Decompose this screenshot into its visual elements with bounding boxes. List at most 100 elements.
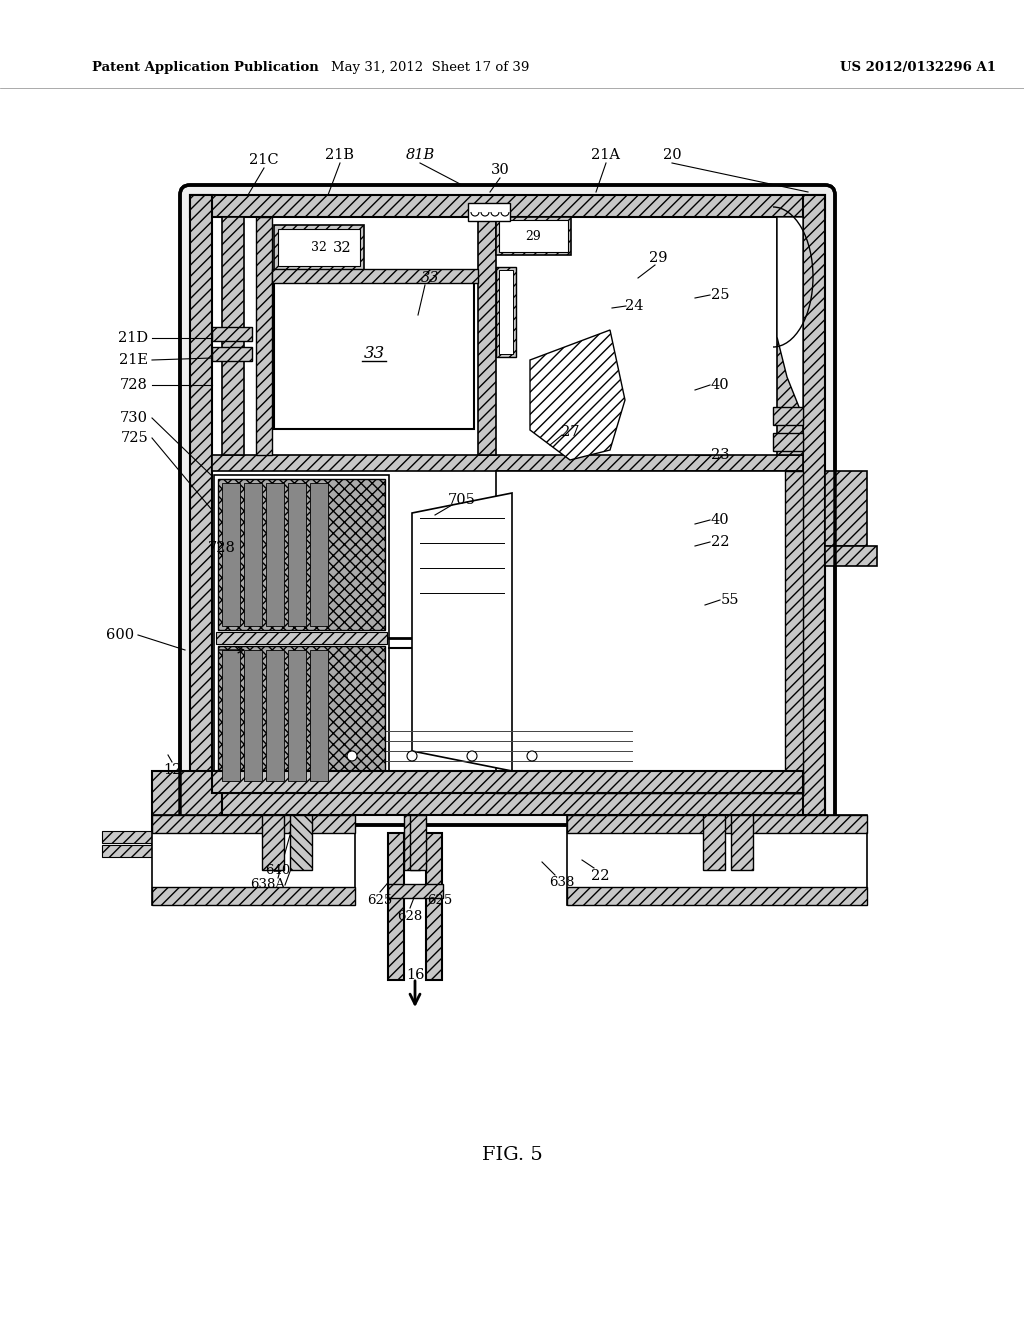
Text: 32: 32 — [311, 242, 327, 253]
Text: 728: 728 — [120, 378, 148, 392]
Bar — [212, 347, 252, 360]
Text: 21C: 21C — [249, 153, 279, 168]
Bar — [310, 649, 328, 781]
Polygon shape — [530, 330, 625, 459]
Bar — [499, 271, 513, 354]
Bar — [310, 483, 328, 626]
Text: Patent Application Publication: Patent Application Publication — [92, 62, 318, 74]
Text: 40: 40 — [711, 378, 729, 392]
Bar — [218, 645, 385, 785]
Circle shape — [467, 751, 477, 762]
Text: 33: 33 — [421, 271, 439, 285]
Bar — [496, 775, 803, 793]
Text: 21D: 21D — [118, 331, 148, 345]
Bar — [496, 216, 571, 255]
Bar — [212, 771, 803, 793]
Text: 638: 638 — [549, 875, 574, 888]
Bar — [478, 216, 496, 455]
Bar — [212, 455, 803, 471]
Bar — [777, 216, 803, 455]
Bar — [274, 277, 474, 429]
Text: 625: 625 — [368, 894, 392, 907]
Text: 725: 725 — [120, 432, 148, 445]
Bar — [773, 407, 803, 425]
Text: 730: 730 — [120, 411, 148, 425]
Text: 640: 640 — [265, 863, 291, 876]
Bar — [102, 845, 154, 857]
Bar — [152, 814, 355, 906]
Polygon shape — [412, 492, 512, 771]
Bar — [222, 649, 240, 781]
Bar — [785, 471, 803, 793]
Bar — [703, 814, 725, 870]
Bar — [290, 814, 312, 870]
Bar — [388, 833, 404, 979]
Bar — [244, 483, 262, 626]
Text: 29: 29 — [649, 251, 668, 265]
Bar — [803, 195, 825, 814]
Text: 21B: 21B — [326, 148, 354, 162]
Bar — [190, 195, 212, 814]
Text: 12: 12 — [163, 763, 181, 777]
Circle shape — [407, 751, 417, 762]
Text: 625: 625 — [427, 894, 453, 907]
Text: 81B: 81B — [406, 148, 434, 162]
Text: FIG. 5: FIG. 5 — [481, 1146, 543, 1164]
Text: May 31, 2012  Sheet 17 of 39: May 31, 2012 Sheet 17 of 39 — [331, 62, 529, 74]
Bar — [288, 649, 306, 781]
Bar — [426, 833, 442, 979]
Bar — [262, 814, 284, 870]
Text: 32: 32 — [333, 242, 351, 255]
Bar — [404, 833, 427, 979]
Bar — [388, 884, 443, 898]
Text: 25: 25 — [711, 288, 729, 302]
Bar — [731, 814, 753, 870]
Bar — [410, 814, 426, 870]
Bar — [216, 632, 387, 644]
Bar — [496, 471, 803, 793]
Text: 40: 40 — [711, 513, 729, 527]
Bar — [218, 479, 385, 630]
Text: 628: 628 — [397, 909, 423, 923]
Polygon shape — [777, 216, 803, 417]
Bar — [244, 649, 262, 781]
Bar — [152, 887, 355, 906]
Bar — [152, 832, 242, 853]
Bar — [102, 832, 154, 843]
Text: 23: 23 — [711, 447, 729, 462]
Bar — [567, 814, 867, 906]
Text: 705: 705 — [449, 492, 476, 507]
Bar — [567, 814, 867, 833]
Bar — [266, 483, 284, 626]
Text: US 2012/0132296 A1: US 2012/0132296 A1 — [840, 62, 996, 74]
Bar — [152, 814, 355, 833]
FancyBboxPatch shape — [180, 185, 835, 825]
Bar — [825, 546, 877, 566]
Bar — [256, 216, 272, 455]
Text: 24: 24 — [625, 300, 643, 313]
Bar — [212, 216, 803, 793]
Bar — [152, 771, 222, 832]
Bar — [496, 267, 516, 356]
Bar — [773, 433, 803, 451]
Bar — [404, 814, 420, 870]
Text: 16: 16 — [406, 968, 424, 982]
Bar — [825, 471, 867, 546]
Text: 728: 728 — [208, 541, 236, 554]
Text: 27: 27 — [561, 425, 580, 440]
Bar — [212, 216, 803, 455]
Bar — [272, 269, 478, 282]
Circle shape — [347, 751, 357, 762]
Text: 30: 30 — [490, 162, 509, 177]
Circle shape — [527, 751, 537, 762]
Bar — [468, 203, 510, 220]
Bar — [212, 327, 252, 341]
Text: 22: 22 — [711, 535, 729, 549]
Bar — [214, 475, 389, 789]
Text: 33: 33 — [364, 345, 385, 362]
Bar — [190, 195, 825, 216]
Bar — [278, 228, 360, 267]
Bar — [266, 649, 284, 781]
Bar — [274, 224, 364, 271]
Text: 29: 29 — [525, 230, 542, 243]
